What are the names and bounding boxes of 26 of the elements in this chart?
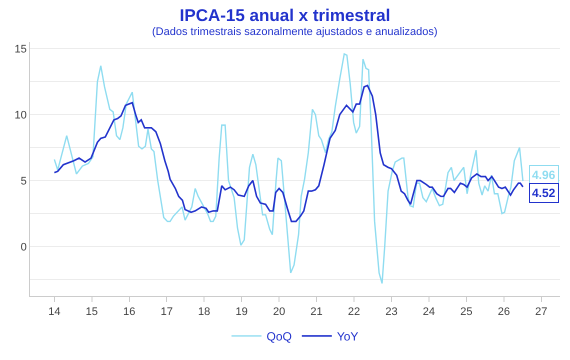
y-tick-label: 15 [14, 43, 27, 56]
annotation: 4.96 [532, 168, 556, 182]
x-tick-label: 22 [348, 306, 360, 318]
line-series [54, 53, 524, 284]
chart-title: IPCA-15 anual x trimestral [180, 6, 390, 25]
x-tick-label: 14 [48, 306, 60, 318]
chart-subtitle: (Dados trimestrais sazonalmente ajustados e anualizados) [152, 26, 438, 38]
x-tick-label: 18 [198, 306, 210, 318]
annotation: 4.52 [532, 186, 556, 200]
x-tick-label: 21 [310, 306, 323, 318]
x-tick-label: 27 [535, 306, 548, 318]
x-tick-label: 23 [385, 306, 398, 318]
legend-label: QoQ [266, 330, 292, 344]
x-tick-label: 19 [236, 306, 248, 318]
line-series [54, 84, 524, 222]
x-tick-label: 16 [123, 306, 136, 318]
x-tick-label: 15 [86, 306, 98, 318]
x-tick-label: 24 [422, 306, 436, 318]
y-tick-label: 10 [14, 109, 27, 122]
x-tick-label: 25 [460, 306, 472, 318]
y-tick-label: 5 [20, 175, 27, 188]
y-tick-label: 0 [20, 241, 27, 254]
legend-label: YoY [336, 330, 358, 344]
x-tick-label: 20 [272, 306, 286, 318]
x-tick-label: 26 [498, 306, 510, 318]
x-tick-label: 17 [160, 306, 173, 318]
